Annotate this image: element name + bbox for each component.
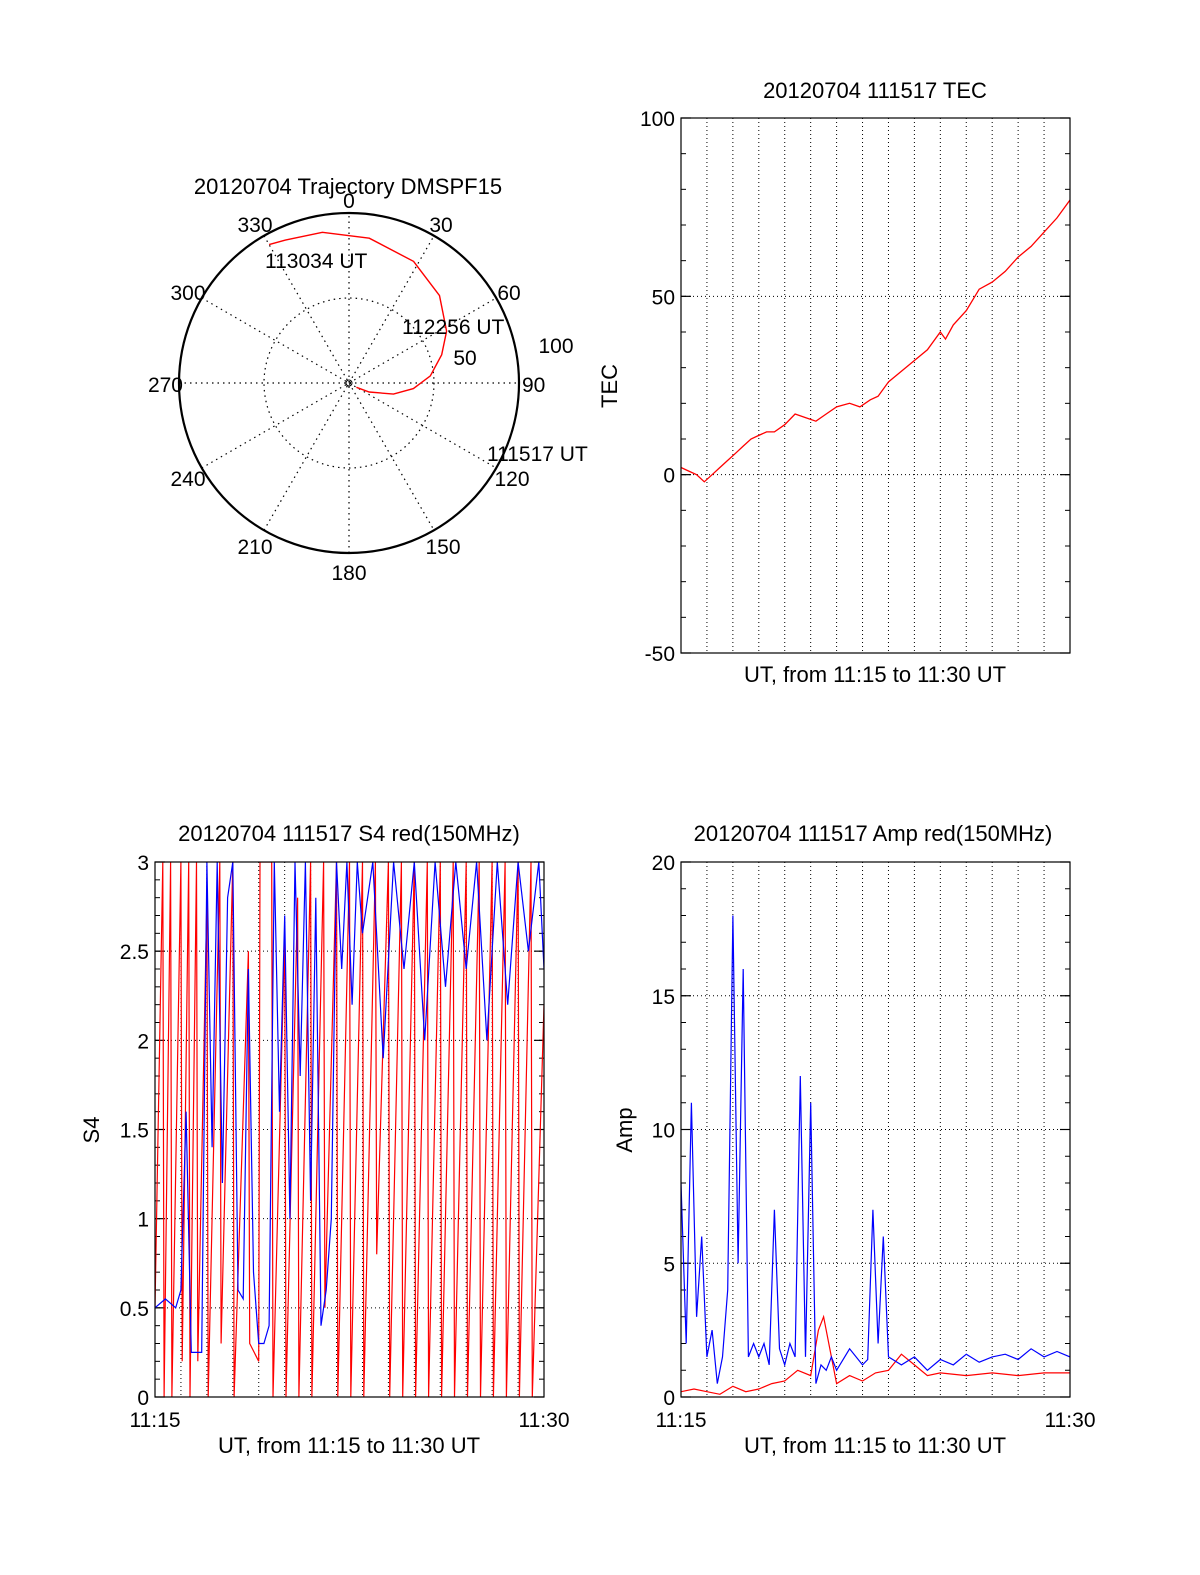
y-tick-label-1: 0	[663, 465, 675, 488]
azimuth-label-180: 180	[331, 562, 366, 585]
azimuth-label-60: 60	[497, 282, 520, 305]
blue-series-line-1	[681, 915, 1070, 1384]
s4-y-axis-label: S4	[79, 1117, 104, 1144]
elevation-label-100: 100	[538, 335, 573, 358]
s4-series	[155, 862, 544, 1397]
tec-series	[681, 199, 1070, 483]
y-tick-label-0: 0	[137, 1387, 149, 1410]
polar-azimuth-labels: 0 30 60 90 120 150 180 210 240 270 300 330	[148, 190, 545, 585]
polar-grid	[177, 211, 521, 555]
trajectory-series	[268, 231, 448, 395]
tec-x-axis-label: UT, from 11:15 to 11:30 UT	[744, 662, 1006, 687]
polar-ring-50	[263, 297, 435, 469]
red-series-line-0	[681, 199, 1070, 483]
amp-x-tick-labels: 11:15 11:30	[656, 1409, 1096, 1432]
tec-axes-frame	[680, 117, 1071, 654]
trajectory-time-annotations: 111517 UT 112256 UT 113034 UT	[265, 250, 588, 466]
x-tick-label-end: 11:30	[519, 1409, 570, 1432]
y-tick-label-3: 1.5	[120, 1120, 149, 1143]
amp-x-axis-label: UT, from 11:15 to 11:30 UT	[744, 1433, 1006, 1458]
trajectory-polar-plot: 20120704 Trajectory DMSPF15 0 30 60 90 120 15…	[148, 174, 588, 585]
blue-series-line-1	[155, 862, 544, 1353]
trajectory-title: 20120704 Trajectory DMSPF15	[194, 174, 502, 199]
y-tick-label-2: 1	[137, 1209, 149, 1232]
amp-axes-frame	[680, 861, 1071, 1398]
time-annotation-2: 113034 UT	[265, 250, 368, 273]
amp-title: 20120704 111517 Amp red(150MHz)	[694, 821, 1053, 846]
time-annotation-1: 112256 UT	[402, 316, 505, 339]
azimuth-label-240: 240	[170, 468, 205, 491]
y-tick-label-0: 0	[663, 1387, 675, 1410]
polar-center	[345, 379, 353, 387]
y-tick-label-6: 3	[137, 852, 149, 875]
y-tick-label-3: 15	[652, 986, 675, 1009]
y-tick-label-3: 100	[640, 108, 675, 131]
azimuth-label-30: 30	[429, 214, 452, 237]
x-tick-label-start: 11:15	[130, 1409, 181, 1432]
amp-chart: 20120704 111517 Amp red(150MHz) 0 5 10 15 20…	[612, 821, 1096, 1458]
tec-title: 20120704 111517 TEC	[763, 78, 987, 103]
tec-y-axis-label: TEC	[597, 364, 622, 408]
amp-y-axis-label: Amp	[612, 1107, 637, 1152]
trajectory-line-0	[268, 231, 448, 395]
s4-x-tick-labels: 11:15 11:30	[130, 1409, 570, 1432]
s4-chart: 20120704 111517 S4 red(150MHz) 0 0.5 1 1.5 2…	[79, 821, 570, 1458]
tec-chart: 20120704 111517 TEC -50 0 50 100 UT, from 1…	[597, 78, 1071, 687]
red-series-line-0	[155, 862, 544, 1397]
s4-y-tick-labels: 0 0.5 1 1.5 2 2.5 3	[120, 852, 149, 1410]
amp-series	[681, 915, 1070, 1395]
y-tick-label-5: 2.5	[120, 941, 149, 964]
y-tick-label-0: -50	[645, 643, 675, 666]
polar-elevation-labels: 50 100	[453, 335, 573, 370]
s4-axes-frame	[154, 861, 545, 1398]
x-tick-label-start: 11:15	[656, 1409, 707, 1432]
y-tick-label-2: 10	[652, 1120, 675, 1143]
time-annotation-0: 111517 UT	[487, 443, 588, 466]
y-tick-label-4: 20	[652, 852, 675, 875]
amp-y-tick-labels: 0 5 10 15 20	[652, 852, 675, 1410]
y-tick-label-2: 50	[652, 286, 675, 309]
y-tick-label-4: 2	[137, 1030, 149, 1053]
azimuth-label-0: 0	[343, 190, 355, 213]
azimuth-label-150: 150	[425, 536, 460, 559]
s4-x-axis-label: UT, from 11:15 to 11:30 UT	[218, 1433, 480, 1458]
y-tick-label-1: 5	[663, 1253, 675, 1276]
azimuth-label-330: 330	[237, 214, 272, 237]
red-series-line-0	[681, 1314, 1070, 1395]
azimuth-label-210: 210	[237, 536, 272, 559]
azimuth-label-90: 90	[522, 374, 545, 397]
s4-title: 20120704 111517 S4 red(150MHz)	[178, 821, 520, 846]
x-tick-label-end: 11:30	[1045, 1409, 1096, 1432]
tec-y-tick-labels: -50 0 50 100	[640, 108, 675, 666]
elevation-label-50: 50	[453, 347, 476, 370]
azimuth-label-120: 120	[494, 468, 529, 491]
y-tick-label-1: 0.5	[120, 1298, 149, 1321]
azimuth-label-270: 270	[148, 374, 183, 397]
azimuth-label-300: 300	[170, 282, 205, 305]
